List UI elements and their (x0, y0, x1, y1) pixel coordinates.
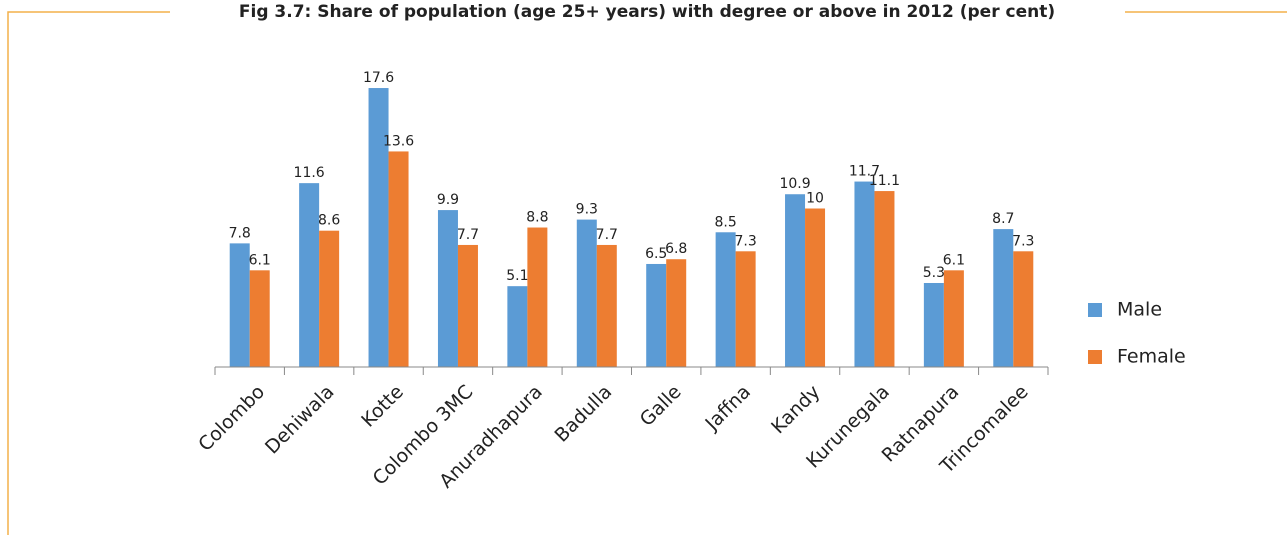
value-label: 5.1 (506, 268, 528, 284)
value-label: 8.5 (714, 214, 736, 230)
bar (229, 243, 250, 367)
x-tick-label: Kandy (767, 381, 824, 438)
bar (874, 191, 895, 367)
bar (943, 270, 964, 367)
legend-label: Male (1117, 299, 1162, 321)
value-label: 5.3 (923, 265, 945, 281)
bar (735, 251, 756, 367)
x-tick-label: Kotte (357, 381, 408, 432)
legend-swatch (1088, 350, 1102, 364)
frame-left (7, 11, 170, 535)
value-label: 10 (806, 191, 824, 207)
x-tick-label: Colombo (194, 381, 269, 456)
value-label: 11.1 (869, 173, 900, 189)
value-label: 9.9 (437, 192, 459, 208)
value-label: 11.6 (294, 165, 325, 181)
bar (596, 244, 617, 367)
value-label: 8.8 (526, 210, 548, 226)
value-label: 7.3 (1012, 233, 1034, 249)
legend-label: Female (1117, 346, 1186, 368)
bar (923, 282, 944, 367)
value-label: 11.7 (849, 164, 880, 180)
bar (507, 286, 528, 367)
bar (854, 181, 875, 367)
bar (805, 208, 826, 367)
bar (457, 244, 478, 367)
chart-title: Fig 3.7: Share of population (age 25+ ye… (239, 2, 1055, 22)
value-label: 7.3 (734, 233, 756, 249)
bar (646, 263, 667, 367)
value-label: 7.8 (229, 225, 251, 241)
x-tick-label: Badulla (550, 381, 616, 447)
value-label: 10.9 (779, 176, 810, 192)
value-label: 8.7 (992, 211, 1014, 227)
bar (319, 230, 340, 367)
value-label: 6.5 (645, 246, 667, 262)
bar (368, 88, 389, 367)
value-label: 17.6 (363, 70, 394, 86)
value-label: 6.8 (665, 241, 687, 257)
bar (715, 232, 736, 367)
value-label: 7.7 (596, 227, 618, 243)
bar (993, 229, 1014, 367)
bar (437, 210, 458, 367)
bar (249, 270, 270, 367)
bar (576, 219, 597, 367)
bar (785, 194, 806, 367)
frame (7, 11, 1287, 535)
x-tick-label: Galle (636, 381, 686, 431)
bar (527, 227, 548, 367)
bar (1013, 251, 1034, 367)
value-label: 13.6 (383, 133, 414, 149)
legend-swatch (1088, 303, 1102, 317)
bar (388, 151, 409, 367)
bar (299, 183, 320, 367)
value-label: 6.1 (249, 252, 271, 268)
x-tick-label: Jaffna (701, 381, 755, 435)
bar (666, 259, 687, 367)
value-label: 8.6 (318, 213, 340, 229)
value-label: 9.3 (576, 202, 598, 218)
value-label: 7.7 (457, 227, 479, 243)
value-label: 6.1 (943, 252, 965, 268)
x-tick-label: Dehiwala (261, 381, 339, 459)
